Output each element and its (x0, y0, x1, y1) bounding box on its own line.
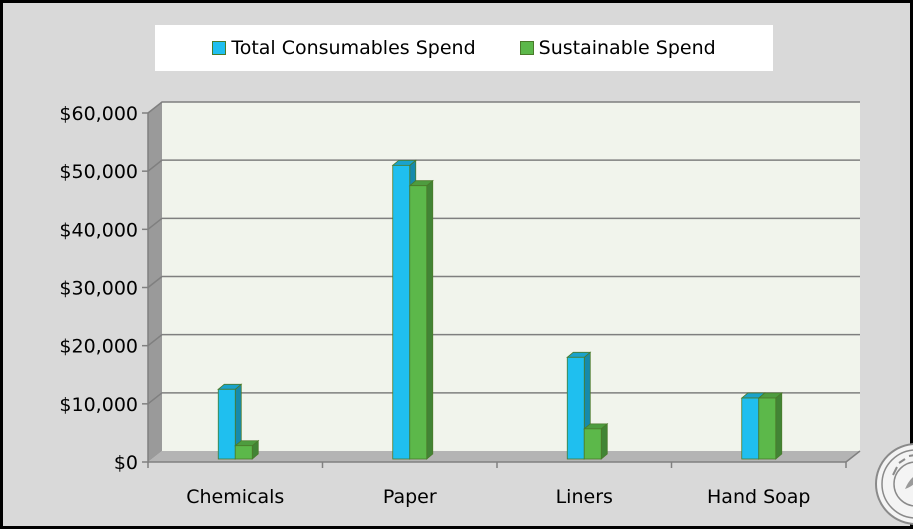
plot-floor (148, 451, 860, 462)
x-tick-label: Hand Soap (707, 486, 810, 508)
y-tick-label: $30,000 (59, 278, 138, 300)
x-axis-ticks: Chemicals Paper Liners Hand Soap (147, 462, 847, 508)
y-tick-label: $60,000 (59, 103, 138, 125)
y-tick-label: $20,000 (59, 336, 138, 358)
x-tick-label: Liners (556, 486, 613, 508)
x-tick-label: Paper (383, 486, 437, 508)
y-tick-label: $50,000 (59, 161, 138, 183)
y-axis-ticks: $0 $10,000 $20,000 $30,000 $40,000 $50,000 $60… (59, 103, 148, 474)
bars (217, 159, 783, 460)
gridline (147, 392, 860, 405)
legend-entry: Total Consumables Spend (212, 37, 476, 59)
bar (234, 439, 260, 460)
gridline (147, 101, 860, 114)
legend-entry: Sustainable Spend (519, 37, 716, 59)
legend: Total Consumables Spend Sustainable Spen… (155, 25, 773, 71)
bar (757, 392, 783, 460)
x-tick-label: Chemicals (186, 486, 284, 508)
bar (583, 422, 609, 460)
floor-edge-line (845, 450, 861, 463)
legend-label-sustainable: Sustainable Spend (538, 37, 716, 59)
gridline (147, 217, 860, 230)
y-tick-label: $0 (114, 452, 138, 474)
legend-swatch-sustainable (519, 41, 534, 55)
gridlines (147, 101, 860, 405)
gridline (147, 275, 860, 289)
legend-label-total: Total Consumables Spend (231, 37, 476, 59)
gridline (147, 159, 860, 172)
gridline (147, 333, 860, 347)
bar (408, 179, 434, 460)
legend-swatch-total (212, 41, 227, 55)
bar (217, 383, 243, 460)
y-tick-label: $40,000 (59, 219, 138, 241)
y-tick-label: $10,000 (59, 394, 138, 416)
bar-chart: $0 $10,000 $20,000 $30,000 $40,000 $50,000 $60… (59, 101, 861, 508)
